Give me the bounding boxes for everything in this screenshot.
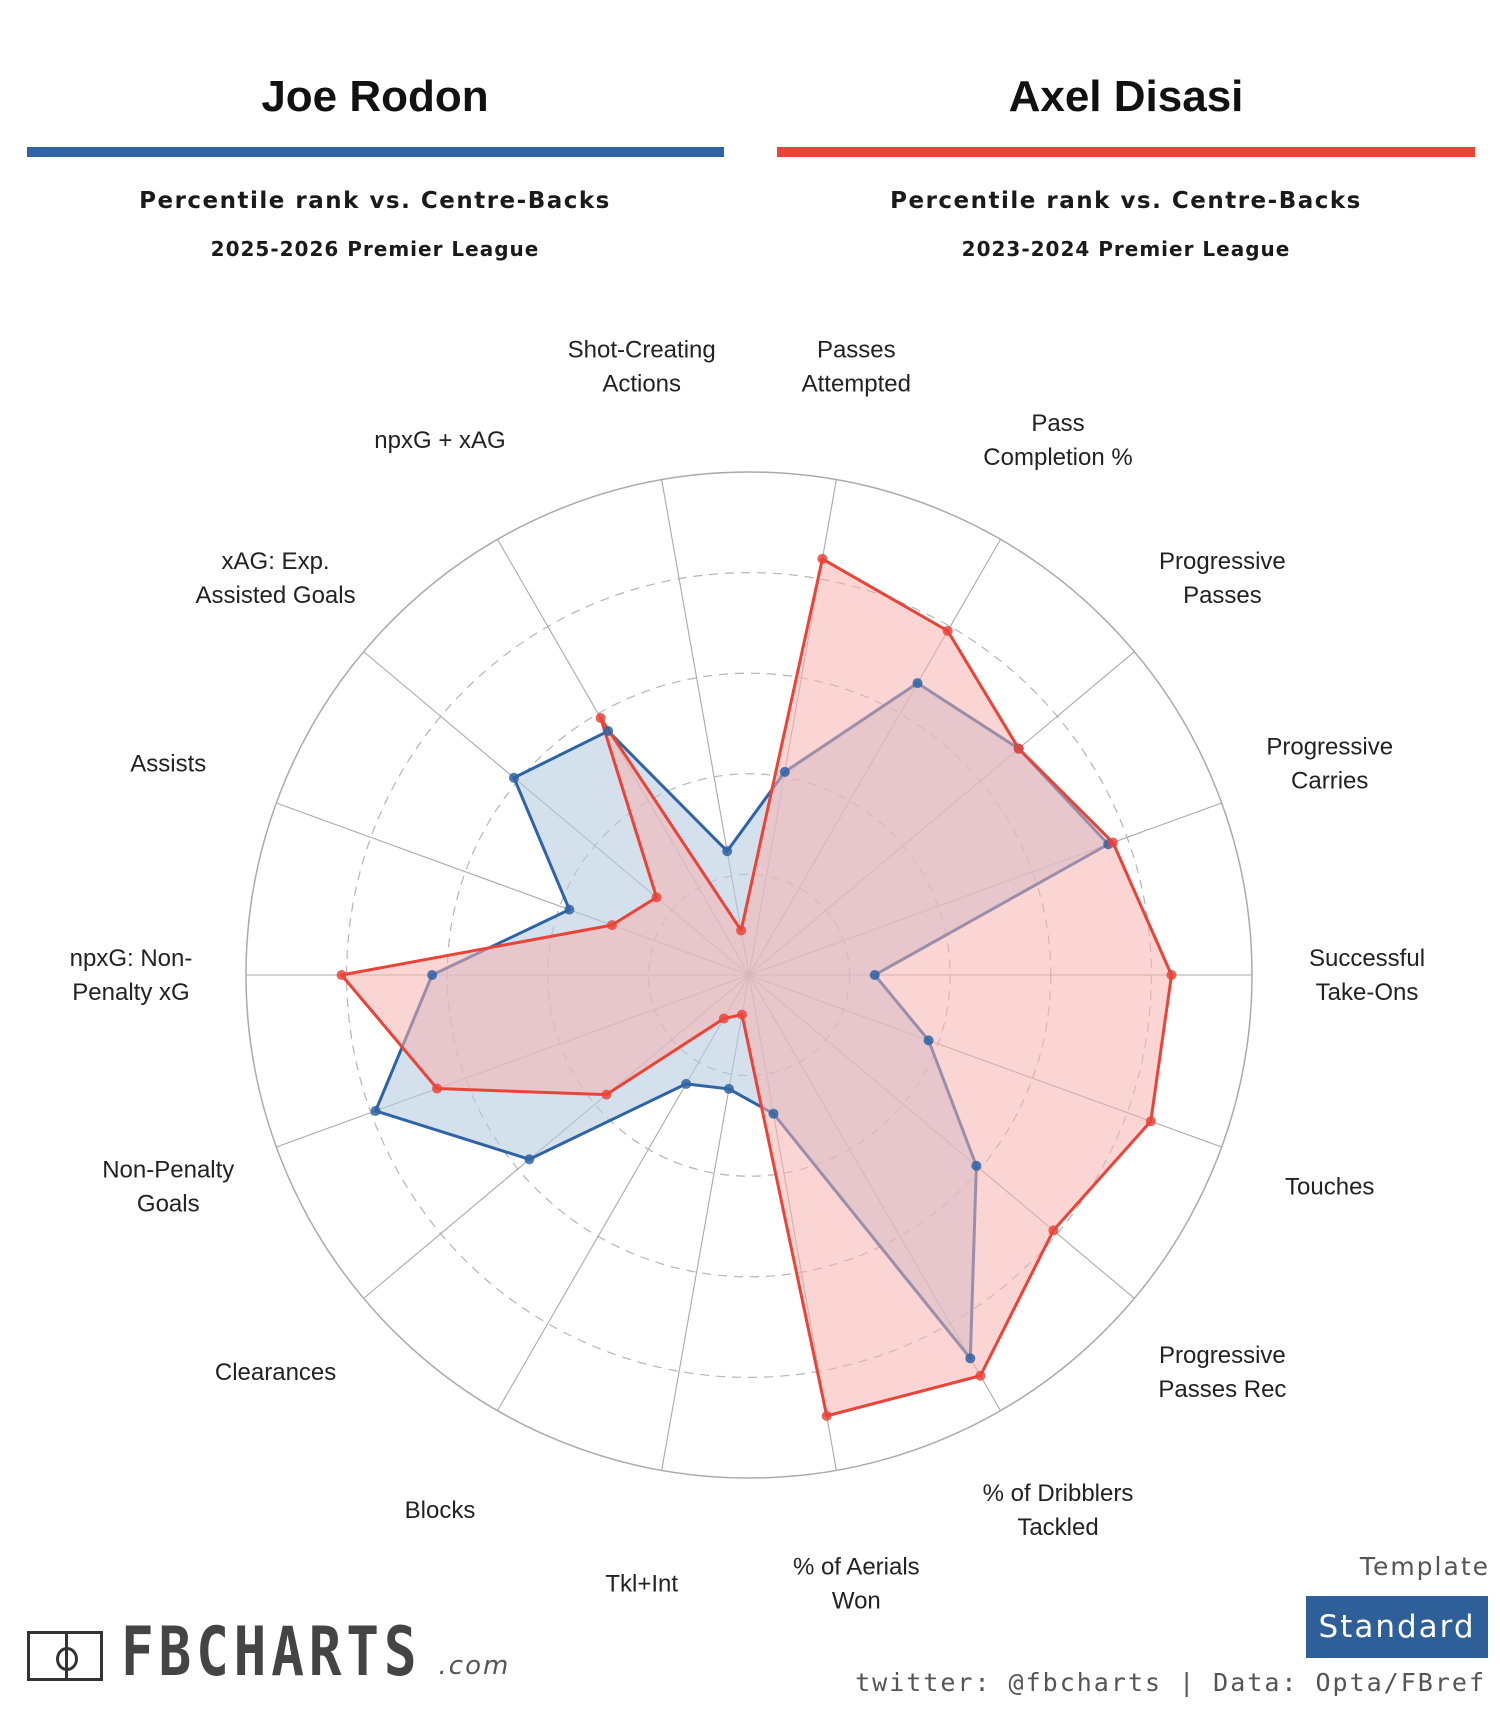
series-0-point-7 (965, 1353, 976, 1364)
series-1-point-15 (651, 892, 662, 903)
axis-label-15: xAG: Exp. Assisted Goals (196, 548, 356, 609)
template-label: Template (1359, 1552, 1490, 1581)
series-1-point-10 (718, 1013, 729, 1024)
fbcharts-logo: FBCHARTS .com (27, 1613, 511, 1692)
player-right-color-bar (777, 147, 1475, 157)
series-0-point-15 (508, 772, 519, 783)
series-1-point-0 (817, 553, 828, 564)
series-1-point-3 (1107, 837, 1118, 848)
series-0-point-14 (564, 904, 575, 915)
axis-label-9: Tkl+Int (605, 1571, 678, 1598)
series-1-point-12 (432, 1083, 443, 1094)
template-badge: Standard (1306, 1596, 1488, 1658)
axis-label-2: Progressive Passes (1159, 548, 1286, 609)
series-0-point-11 (524, 1154, 535, 1165)
axis-label-10: Blocks (405, 1497, 476, 1524)
player-left-name: Joe Rodon (261, 72, 489, 121)
series-1-point-6 (1048, 1225, 1059, 1236)
series-0-point-0 (779, 766, 790, 777)
series-0-point-10 (681, 1078, 692, 1089)
axis-label-12: Non-Penalty Goals (102, 1156, 234, 1217)
player-left-color-bar (27, 147, 724, 157)
series-1-point-7 (975, 1370, 986, 1381)
player-right-season: 2023-2024 Premier League (961, 237, 1291, 261)
logo-text: FBCHARTS (121, 1613, 422, 1692)
series-1-point-17 (736, 925, 747, 936)
axis-label-6: Progressive Passes Rec (1158, 1342, 1286, 1403)
series-0-point-1 (912, 678, 923, 689)
series-0-point-17 (722, 846, 733, 857)
player-right-subtitle: Percentile rank vs. Centre-Backs (890, 188, 1362, 214)
axis-label-8: % of Aerials Won (793, 1554, 920, 1615)
series-0-point-13 (427, 970, 438, 980)
series-0-point-8 (768, 1108, 779, 1119)
series-1-area (340, 557, 1174, 1418)
series-1-point-4 (1166, 970, 1177, 980)
series-0-point-5 (923, 1035, 934, 1046)
axis-label-3: Progressive Carries (1266, 734, 1393, 795)
axis-label-5: Touches (1285, 1173, 1374, 1200)
axis-label-7: % of Dribblers Tackled (983, 1480, 1134, 1541)
series-1-point-14 (606, 920, 617, 931)
series-1-point-13 (336, 970, 347, 980)
data-credit: twitter: @fbcharts | Data: Opta/FBref (855, 1668, 1486, 1697)
logo-suffix: .com (438, 1651, 511, 1681)
player-right-name: Axel Disasi (1008, 72, 1244, 121)
series-0-point-16 (603, 726, 614, 737)
pitch-icon (27, 1631, 103, 1681)
series-0-point-6 (971, 1160, 982, 1171)
player-left-season: 2025-2026 Premier League (210, 237, 540, 261)
axis-label-17: Shot-Creating Actions (568, 336, 716, 397)
series-0-point-9 (723, 1083, 734, 1094)
series-0-point-12 (370, 1105, 381, 1116)
series-0-point-4 (869, 970, 880, 980)
axis-label-14: Assists (130, 751, 206, 778)
axis-label-4: Successful Take-Ons (1309, 945, 1425, 1006)
series-1-point-16 (595, 712, 606, 723)
axis-label-11: Clearances (215, 1359, 336, 1386)
series-1-point-8 (821, 1410, 832, 1421)
axis-label-0: Passes Attempted (802, 336, 911, 397)
series-1-point-1 (942, 625, 953, 636)
axis-label-16: npxG + xAG (374, 427, 505, 454)
player-left-subtitle: Percentile rank vs. Centre-Backs (139, 188, 611, 214)
axis-label-1: Pass Completion % (983, 410, 1132, 471)
series-1-point-5 (1145, 1116, 1156, 1127)
axis-label-13: npxG: Non-Penalty xG (70, 945, 193, 1006)
series-1-point-2 (1013, 743, 1024, 754)
series-1-point-11 (601, 1089, 612, 1100)
series-1-point-9 (737, 1009, 748, 1020)
